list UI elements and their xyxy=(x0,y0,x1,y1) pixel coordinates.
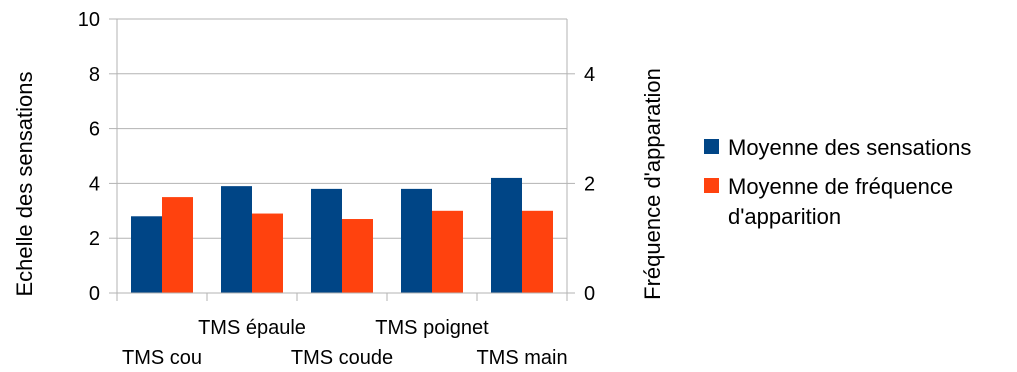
right-tick-label: 0 xyxy=(584,283,595,305)
axes xyxy=(116,19,568,301)
left-tick-label: 8 xyxy=(89,64,100,86)
bar-frequence xyxy=(252,213,283,293)
category-label: TMS poignet xyxy=(375,317,489,339)
category-label: TMS main xyxy=(476,347,567,369)
bar-sensations xyxy=(401,188,432,293)
bars xyxy=(131,177,553,293)
bar-frequence xyxy=(522,210,553,293)
legend-swatch-sensations xyxy=(704,139,719,154)
right-tick-label: 4 xyxy=(584,64,595,86)
left-tick-labels: 0 2 4 6 8 10 xyxy=(78,9,100,305)
legend-label-sensations: Moyenne des sensations xyxy=(728,135,971,160)
legend-label-frequence-line2: d'apparition xyxy=(728,204,841,229)
category-label: TMS coude xyxy=(291,347,393,369)
category-label: TMS épaule xyxy=(198,317,306,339)
legend-label-frequence-line1: Moyenne de fréquence xyxy=(728,174,953,199)
legend-swatch-frequence xyxy=(704,178,719,193)
category-labels: TMS cou TMS épaule TMS coude TMS poignet TMS… xyxy=(122,317,568,369)
right-tick-labels: 0 2 4 xyxy=(584,64,595,305)
left-tick-label: 4 xyxy=(89,173,100,195)
right-tick-label: 2 xyxy=(584,173,595,195)
bar-frequence xyxy=(342,219,373,293)
category-label: TMS cou xyxy=(122,347,202,369)
left-tick-label: 2 xyxy=(89,228,100,250)
bar-sensations xyxy=(491,177,522,293)
bar-sensations xyxy=(131,216,162,293)
left-tick-label: 10 xyxy=(78,9,100,31)
bar-frequence xyxy=(162,197,193,293)
bar-sensations xyxy=(311,188,342,293)
right-axis-title: Fréquence d'apparation xyxy=(640,68,665,300)
left-tick-label: 6 xyxy=(89,119,100,141)
legend: Moyenne des sensations Moyenne de fréque… xyxy=(704,135,971,229)
bar-frequence xyxy=(432,210,463,293)
left-axis-title: Echelle des sensations xyxy=(12,71,37,296)
bar-sensations xyxy=(221,186,252,293)
left-tick-label: 0 xyxy=(89,283,100,305)
